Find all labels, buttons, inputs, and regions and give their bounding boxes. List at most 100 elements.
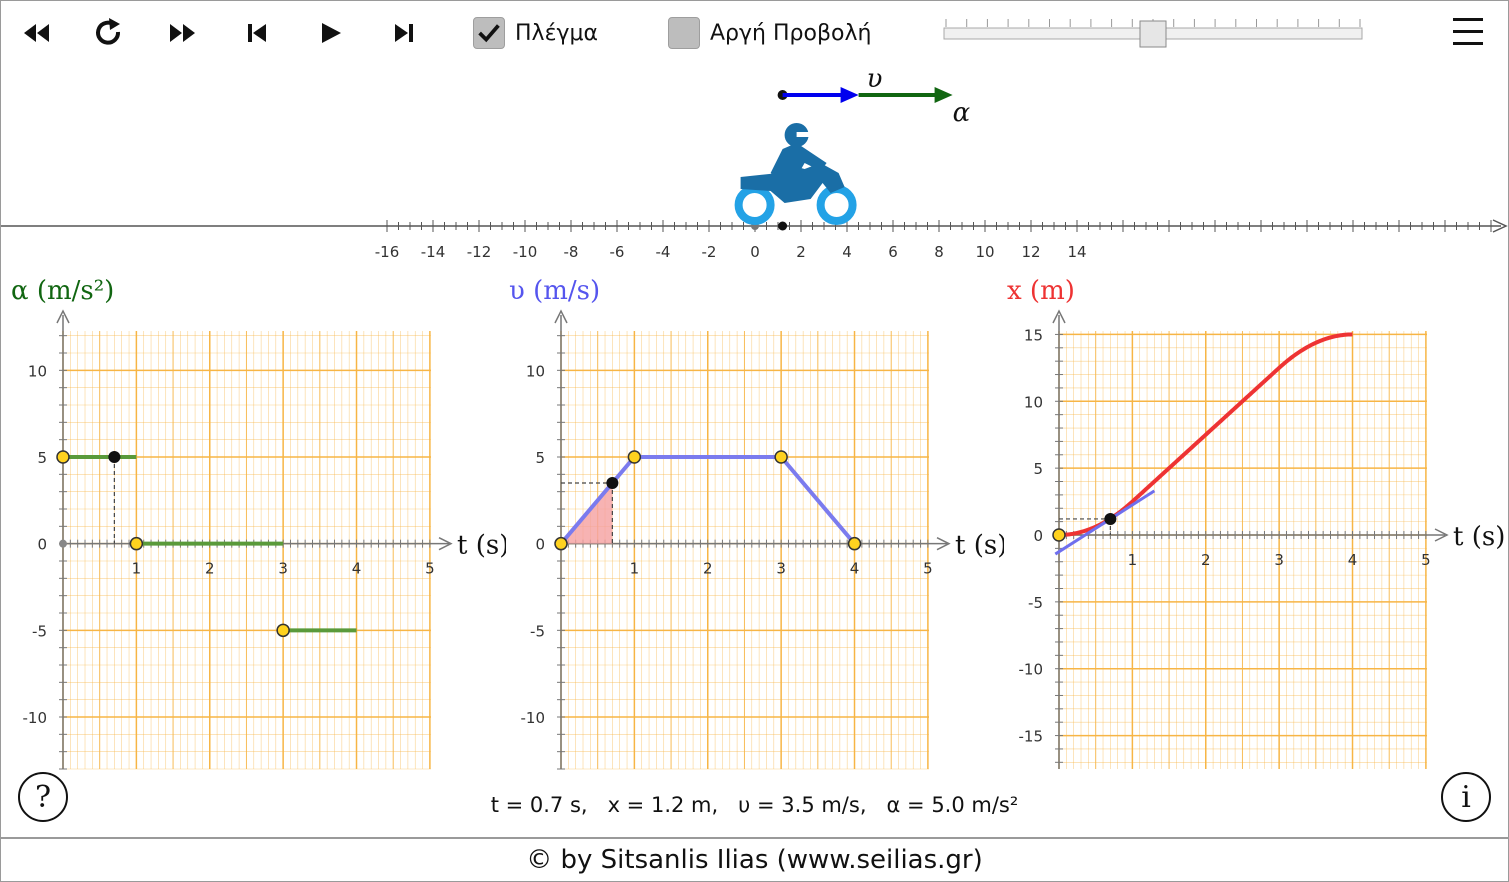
- control-point[interactable]: [554, 536, 568, 551]
- info-button[interactable]: i: [1441, 772, 1491, 822]
- graph-axes: 1 2 3 4 5 15 10 5 0 -5 -10 -15: [1019, 309, 1449, 769]
- slider-ticks: [945, 19, 1361, 27]
- fast-forward-icon: [170, 24, 195, 42]
- reset-icon: [96, 18, 120, 45]
- play-button[interactable]: [313, 15, 349, 51]
- checkmark-icon: [478, 24, 500, 43]
- control-point[interactable]: [847, 536, 862, 551]
- axis-tick-label: -16: [375, 243, 400, 261]
- step-forward-button[interactable]: [386, 15, 422, 51]
- y-axis-arrow: [56, 309, 70, 324]
- y-tick-label: -10: [1019, 661, 1044, 679]
- slider-thumb[interactable]: [1139, 20, 1167, 48]
- axis-tick-label: -4: [656, 243, 671, 261]
- axis-tick-label: 6: [888, 243, 898, 261]
- rider: [770, 143, 827, 195]
- grid-checkbox-box[interactable]: [473, 17, 505, 49]
- control-point[interactable]: [276, 623, 290, 638]
- x-tick-label: 4: [352, 560, 362, 578]
- position-graph[interactable]: 1 2 3 4 5 15 10 5 0 -5 -10 -15 x (m) t (s): [997, 271, 1507, 776]
- y-tick-label: -5: [530, 622, 545, 640]
- x-tick-label: 1: [1128, 551, 1138, 569]
- y-axis-arrow: [1052, 309, 1066, 324]
- graph-plot: [1052, 332, 1353, 556]
- footer: © by Sitsanlis Ilias (www.seilias.gr): [1, 837, 1508, 881]
- play-icon: [322, 23, 341, 43]
- slow-motion-checkbox-box[interactable]: [668, 17, 700, 49]
- current-point[interactable]: [1104, 512, 1117, 525]
- motorcycle-icon[interactable]: [734, 123, 857, 225]
- position-dot: [778, 221, 788, 231]
- y-tick-label: 15: [1024, 326, 1043, 344]
- y-tick-label: 0: [535, 536, 545, 554]
- control-point[interactable]: [1052, 528, 1066, 542]
- y-tick-label: -5: [1028, 594, 1043, 612]
- velocity-graph[interactable]: 1 2 3 4 5 10 5 0 -5 -10 υ (m/s) t (s): [499, 271, 1004, 776]
- y-tick-label: -5: [32, 622, 47, 640]
- x-tick-label: 5: [1421, 551, 1431, 569]
- axis-tick-label: -10: [513, 243, 538, 261]
- rear-wheel: [734, 185, 775, 225]
- axis-tick-label: -6: [610, 243, 625, 261]
- graph-plot: [56, 450, 357, 638]
- rewind-button[interactable]: [19, 15, 55, 51]
- y-axis-arrow: [554, 309, 568, 324]
- acceleration-graph[interactable]: 1 2 3 4 5 10 5 0 -5 -10 α (m/s²) t (s): [1, 271, 506, 776]
- motion-track: -16 -14 -12 -10 -8 -6 -4 -2 0 2 4 6 8 10 12 14 υα: [1, 64, 1508, 261]
- speed-slider[interactable]: [943, 17, 1363, 51]
- x-tick-label: 4: [1348, 551, 1358, 569]
- current-point[interactable]: [108, 451, 121, 463]
- control-point[interactable]: [56, 450, 70, 464]
- control-point[interactable]: [627, 450, 642, 464]
- fast-forward-button[interactable]: [164, 15, 200, 51]
- velocity-arrowhead: [840, 87, 859, 103]
- visor: [796, 132, 810, 137]
- question-mark-icon: ?: [34, 779, 52, 815]
- rewind-icon: [24, 24, 49, 42]
- motorcycle-body[interactable]: [734, 123, 857, 225]
- y-tick-label: -15: [1019, 728, 1044, 746]
- x-tick-label: 2: [1201, 551, 1211, 569]
- axis-tick-label: -14: [421, 243, 446, 261]
- reset-button[interactable]: [91, 15, 127, 51]
- y-tick-label: 5: [37, 449, 47, 467]
- x-tick-label: 1: [630, 560, 640, 578]
- axis-tick-label: -2: [702, 243, 717, 261]
- axis-tick-label: 2: [796, 243, 806, 261]
- control-point[interactable]: [129, 536, 144, 551]
- graph-axes: 1 2 3 4 5 10 5 0 -5 -10: [23, 309, 453, 770]
- axis-tick-label: -8: [564, 243, 579, 261]
- x-axis-label: t (s): [955, 531, 1004, 561]
- vectors: υα: [777, 64, 971, 128]
- x-axis-label: t (s): [1453, 522, 1505, 552]
- axis-arrow: [1492, 219, 1508, 233]
- graph-grid: [62, 331, 431, 770]
- current-point[interactable]: [606, 477, 619, 489]
- x-axis-arrow: [936, 536, 951, 551]
- control-point[interactable]: [774, 450, 788, 464]
- values-readout: t = 0.7 s, x = 1.2 m, υ = 3.5 m/s, α = 5…: [490, 793, 1019, 817]
- y-tick-label: 5: [535, 449, 545, 467]
- slow-motion-checkbox-label: Αργή Προβολή: [710, 20, 872, 46]
- axis-tick-label: -12: [467, 243, 492, 261]
- step-back-button[interactable]: [239, 15, 275, 51]
- menu-button[interactable]: [1449, 13, 1487, 51]
- slow-motion-checkbox[interactable]: Αργή Προβολή: [668, 16, 871, 50]
- graph-title: x (m): [1007, 276, 1075, 306]
- velocity-line: [559, 455, 857, 545]
- origin-dot: [59, 539, 67, 548]
- help-button[interactable]: ?: [18, 772, 68, 822]
- step-back-icon: [248, 24, 266, 42]
- front-wheel: [816, 185, 857, 225]
- axis-tick-label: 8: [934, 243, 944, 261]
- tangent-line: [1054, 489, 1156, 556]
- y-tick-label: 0: [1033, 527, 1043, 545]
- y-tick-label: -10: [521, 709, 546, 727]
- x-axis-arrow: [1434, 528, 1449, 542]
- graph-title: υ (m/s): [509, 276, 600, 306]
- x-tick-label: 5: [425, 560, 435, 578]
- copyright-text: © by Sitsanlis Ilias (www.seilias.gr): [526, 845, 983, 875]
- axis-tick-label: 10: [975, 243, 994, 261]
- hamburger-menu-icon: [1453, 18, 1483, 45]
- grid-checkbox[interactable]: Πλέγμα: [473, 16, 598, 50]
